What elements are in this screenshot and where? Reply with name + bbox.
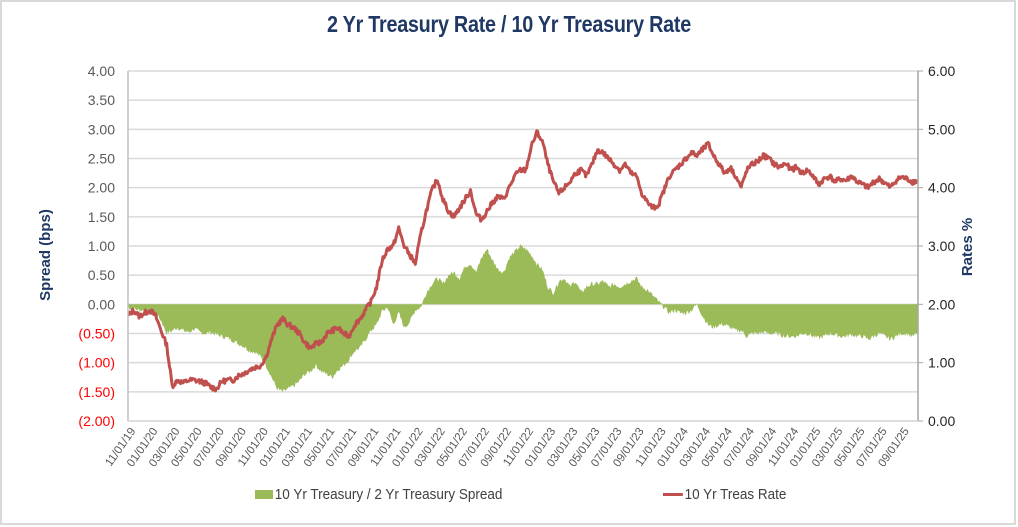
left-tick-label: 1.50 [88, 209, 115, 225]
legend-item-spread: 10 Yr Treasury / 2 Yr Treasury Spread [255, 486, 502, 503]
rate-line [127, 129, 919, 393]
legend-swatch-line [663, 493, 683, 496]
left-tick-label: 2.00 [88, 180, 115, 196]
rate-line-series [127, 129, 919, 393]
left-tick-label: 1.00 [88, 238, 115, 254]
legend-label-spread: 10 Yr Treasury / 2 Yr Treasury Spread [274, 486, 503, 503]
right-axis-title: Rates % [959, 218, 976, 276]
left-tick-label: 3.00 [88, 121, 115, 137]
left-axis-title: Spread (bps) [37, 209, 54, 301]
right-tick-label: 4.00 [928, 180, 955, 196]
spread-area-series [128, 244, 918, 392]
left-tick-label: (0.50) [78, 326, 115, 342]
right-tick-label: 3.00 [928, 238, 955, 254]
left-axis-ticks: 4.00 3.50 3.00 2.50 2.00 1.50 1.00 0.50 0.00 (0.5… [78, 63, 115, 429]
left-tick-label: (1.00) [78, 355, 115, 371]
left-tick-label: 0.00 [88, 296, 115, 312]
right-axis-ticks: 6.00 5.00 4.00 3.00 2.00 1.00 0.00 [928, 63, 955, 429]
left-tick-label: (1.50) [78, 384, 115, 400]
gridlines [128, 70, 918, 422]
left-tick-label: 0.50 [88, 267, 115, 283]
axes [127, 70, 923, 422]
right-tick-label: 2.00 [928, 296, 955, 312]
left-tick-label: 3.50 [88, 92, 115, 108]
left-tick-label: 2.50 [88, 151, 115, 167]
left-tick-label: (2.00) [78, 413, 115, 429]
x-axis-ticks: 11/01/1901/01/2003/01/2005/01/2007/01/20… [103, 425, 911, 469]
legend-label-rate: 10 Yr Treas Rate [684, 486, 787, 503]
right-tick-label: 0.00 [928, 413, 955, 429]
legend-swatch-area [255, 490, 273, 499]
left-tick-label: 4.00 [88, 63, 115, 79]
spread-area [128, 244, 918, 392]
legend-item-rate: 10 Yr Treas Rate [663, 486, 786, 503]
right-tick-label: 6.00 [928, 63, 955, 79]
chart-title: 2 Yr Treasury Rate / 10 Yr Treasury Rate [327, 11, 691, 37]
right-tick-label: 5.00 [928, 121, 955, 137]
right-tick-label: 1.00 [928, 355, 955, 371]
